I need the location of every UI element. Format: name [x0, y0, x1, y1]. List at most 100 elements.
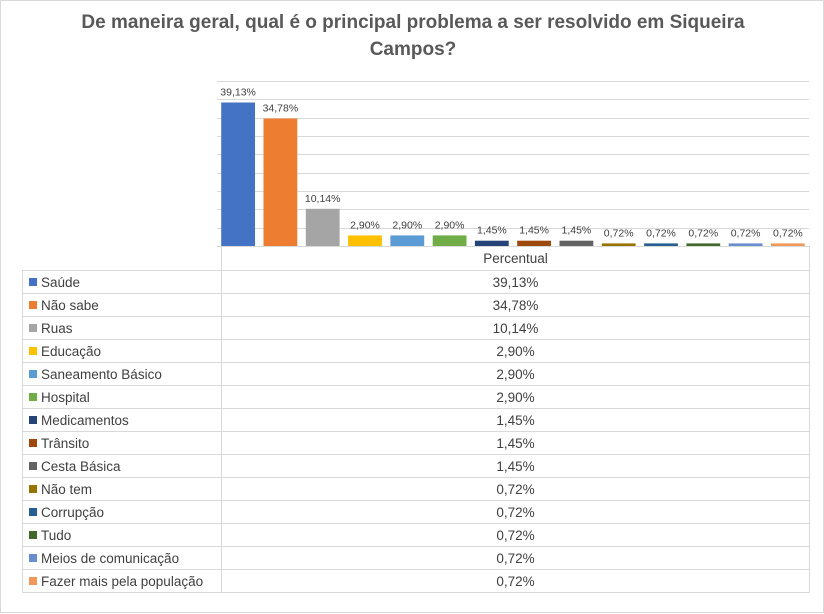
table-row: Educação 2,90%	[22, 339, 810, 363]
category-value: 2,90%	[221, 362, 810, 386]
data-label-10: 0,72%	[604, 227, 634, 239]
bar-5	[390, 235, 425, 246]
data-table: Percentual Saúde 39,13% Não sabe 34,78% Ruas…	[22, 246, 810, 593]
category-name: Saúde	[41, 274, 81, 290]
category-value: 1,45%	[221, 408, 810, 432]
category-name: Corrupção	[41, 504, 105, 520]
bar-12	[686, 243, 721, 246]
category-name: Medicamentos	[41, 412, 129, 428]
category-label: Educação	[22, 339, 222, 363]
category-label: Ruas	[22, 316, 222, 340]
category-name: Hospital	[41, 389, 90, 405]
category-label: Saúde	[22, 270, 222, 294]
category-label: Não tem	[22, 477, 222, 501]
table-row: Ruas 10,14%	[22, 316, 810, 340]
legend-key-icon	[29, 461, 37, 470]
category-name: Fazer mais pela população	[41, 573, 204, 589]
category-name: Educação	[41, 343, 102, 359]
category-label: Saneamento Básico	[22, 362, 222, 386]
data-table-corner	[22, 246, 222, 271]
data-label-5: 2,90%	[392, 219, 422, 231]
legend-key-icon	[29, 553, 37, 562]
table-row: Não sabe 34,78%	[22, 293, 810, 317]
data-label-14: 0,72%	[773, 227, 803, 239]
chart-title-line-1: De maneira geral, qual é o principal pro…	[81, 12, 745, 33]
table-row: Hospital 2,90%	[22, 385, 810, 409]
legend-key-icon	[29, 369, 37, 378]
category-name: Não tem	[41, 481, 93, 497]
category-label: Tudo	[22, 523, 222, 547]
data-label-8: 1,45%	[519, 225, 549, 237]
legend-key-icon	[29, 323, 37, 332]
category-value: 39,13%	[221, 270, 810, 294]
category-value: 0,72%	[221, 546, 810, 570]
category-name: Meios de comunicação	[41, 550, 180, 566]
legend-key-icon	[29, 484, 37, 493]
bar-8	[517, 240, 551, 246]
data-label-6: 2,90%	[435, 219, 465, 231]
category-value: 2,90%	[221, 339, 810, 363]
legend-key-icon	[29, 392, 37, 401]
bar-10	[601, 243, 636, 246]
category-label: Trânsito	[22, 431, 222, 455]
data-label-12: 0,72%	[688, 227, 718, 239]
category-value: 10,14%	[221, 316, 810, 340]
data-table-body: Saúde 39,13% Não sabe 34,78% Ruas 10,14% Educa…	[22, 270, 810, 593]
legend-key-icon	[29, 277, 37, 286]
data-label-2: 34,78%	[263, 103, 299, 115]
legend-key-icon	[29, 438, 37, 447]
category-value: 0,72%	[221, 500, 810, 524]
legend-key-icon	[29, 507, 37, 516]
bar-3	[305, 208, 340, 246]
category-label: Fazer mais pela população	[22, 569, 222, 593]
legend-key-icon	[29, 415, 37, 424]
category-label: Hospital	[22, 385, 222, 409]
category-label: Meios de comunicação	[22, 546, 222, 570]
table-row: Medicamentos 1,45%	[22, 408, 810, 432]
data-label-13: 0,72%	[731, 227, 761, 239]
bar-11	[644, 243, 678, 246]
category-value: 0,72%	[221, 523, 810, 547]
data-label-7: 1,45%	[477, 225, 507, 237]
data-label-1: 39,13%	[220, 87, 256, 99]
bar-7	[474, 240, 509, 246]
bar-13	[728, 243, 763, 246]
bar-2	[263, 118, 298, 246]
data-label-11: 0,72%	[646, 227, 676, 239]
table-row: Meios de comunicação 0,72%	[22, 546, 810, 570]
category-name: Saneamento Básico	[41, 366, 162, 382]
data-label-9: 1,45%	[562, 225, 592, 237]
category-value: 1,45%	[221, 431, 810, 455]
category-name: Cesta Básica	[41, 458, 121, 474]
table-row: Trânsito 1,45%	[22, 431, 810, 455]
category-value: 34,78%	[221, 293, 810, 317]
category-label: Medicamentos	[22, 408, 222, 432]
bar-1	[221, 102, 255, 246]
category-value: 0,72%	[221, 569, 810, 593]
bar-4	[348, 235, 382, 246]
chart-title: De maneira geral, qual é o principal pro…	[1, 9, 824, 63]
bar-9	[559, 240, 594, 246]
legend-key-icon	[29, 576, 37, 585]
category-label: Cesta Básica	[22, 454, 222, 478]
legend-key-icon	[29, 300, 37, 309]
chart-title-line-2: Campos?	[369, 39, 457, 60]
legend-key-icon	[29, 530, 37, 539]
data-label-4: 2,90%	[350, 219, 380, 231]
table-row: Não tem 0,72%	[22, 477, 810, 501]
table-row: Saúde 39,13%	[22, 270, 810, 294]
bar-14	[770, 243, 805, 246]
category-name: Trânsito	[41, 435, 90, 451]
table-row: Cesta Básica 1,45%	[22, 454, 810, 478]
bar-6	[432, 235, 467, 246]
table-row: Corrupção 0,72%	[22, 500, 810, 524]
category-value: 0,72%	[221, 477, 810, 501]
category-name: Não sabe	[41, 297, 99, 313]
data-table-header-row: Percentual	[22, 246, 810, 271]
legend-key-icon	[29, 346, 37, 355]
category-label: Não sabe	[22, 293, 222, 317]
series-name-header: Percentual	[221, 246, 810, 271]
table-row: Tudo 0,72%	[22, 523, 810, 547]
